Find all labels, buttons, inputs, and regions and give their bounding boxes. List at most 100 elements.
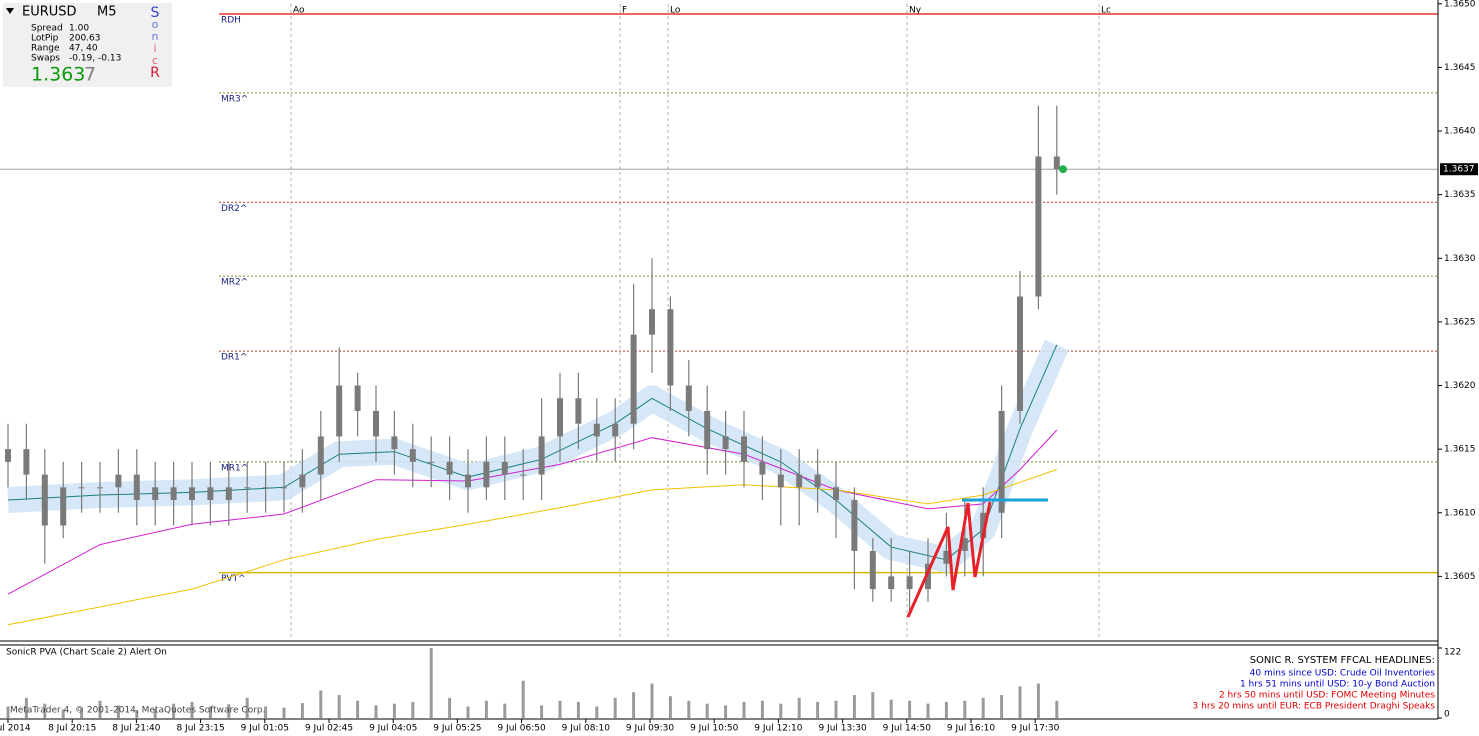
volume-bar: [153, 708, 157, 718]
volume-bar: [724, 705, 728, 718]
candle-body: [667, 309, 674, 386]
volume-bar: [172, 703, 176, 718]
candle-body: [888, 576, 895, 590]
info-value: -0.19, -0.13: [69, 54, 121, 64]
volume-bar: [356, 700, 360, 718]
volume-bar: [687, 700, 691, 718]
info-value: 200.63: [69, 34, 101, 44]
volume-bar: [135, 709, 139, 718]
candle-body: [60, 487, 67, 526]
level-label: DR1^: [221, 353, 247, 363]
volume-bar: [374, 705, 378, 718]
candle-body: [97, 487, 103, 489]
volume-bar: [595, 706, 599, 718]
info-rows: Spread 1.00 LotPip 200.63 Range 47, 40 Swaps -0…: [31, 5, 160, 81]
candle-body: [1035, 156, 1042, 297]
volume-bar: [558, 700, 562, 718]
x-tick-label: 9 Jul 05:25: [433, 724, 481, 734]
volume-bar: [264, 706, 268, 718]
volume-bar: [319, 690, 323, 718]
candle-body: [741, 436, 747, 462]
candle-body: [170, 487, 177, 501]
x-tick-label: 8 Jul 23:15: [176, 724, 224, 734]
candle-body: [612, 423, 619, 437]
session-label: F: [622, 6, 627, 16]
volume-bar: [227, 704, 231, 718]
zigzag-drawing: [906, 501, 992, 618]
current-price-box: [1440, 163, 1478, 176]
y-tick-label: 1.3605: [1444, 572, 1476, 582]
volume-bar: [282, 707, 286, 718]
session-label: Ao: [293, 6, 305, 16]
info-value: 1.00: [69, 24, 89, 34]
volume-bar: [705, 703, 709, 718]
candle-body: [777, 474, 784, 488]
candle-body: [685, 385, 692, 411]
candle-body: [336, 385, 343, 437]
headline: 40 mins since USD: Crude Oil Inventories: [1250, 669, 1436, 679]
candle-body: [704, 410, 711, 450]
level-label: DR2^: [221, 204, 247, 214]
candle-body: [262, 487, 269, 489]
y-tick-label: 1.3610: [1444, 508, 1476, 518]
volume-bar: [337, 695, 341, 718]
y-tick-label: 1.3615: [1444, 445, 1476, 455]
volume-bar: [6, 706, 10, 718]
candle-body: [317, 436, 324, 475]
candle-body: [906, 576, 913, 590]
volume-tick-label: 0: [1444, 710, 1450, 720]
collapse-icon[interactable]: [6, 8, 14, 14]
candle-body: [649, 309, 655, 335]
level-label: PVT^: [221, 574, 246, 584]
candle-body: [1017, 296, 1023, 411]
volume-bar: [944, 701, 948, 718]
volume-bar: [852, 695, 856, 718]
volume-bar: [61, 709, 65, 718]
timeframe: M5: [97, 5, 117, 20]
x-tick-label: 9 Jul 08:10: [562, 724, 611, 734]
candle-body: [630, 334, 637, 424]
brand-letter: c: [152, 54, 158, 67]
volume-bar: [779, 703, 783, 718]
main-layer: [5, 105, 1067, 718]
x-tick-label: 8 Jul 21:40: [112, 724, 161, 734]
volume-bar: [448, 697, 452, 718]
candle-body: [41, 474, 48, 526]
volume-bar: [632, 692, 636, 718]
candle-body: [244, 487, 251, 489]
candle-body: [851, 500, 858, 551]
candle-body: [299, 474, 306, 488]
candle-body: [814, 474, 821, 488]
candle-body: [281, 487, 287, 489]
volume-bar: [871, 692, 875, 718]
copyright: MetaTrader 4, © 2001-2014, MetaQuotes So…: [10, 706, 266, 716]
current-price-dot: [1059, 165, 1067, 174]
y-tick-label: 1.3635: [1444, 190, 1476, 200]
volume-bar: [760, 700, 764, 718]
volume-bar: [24, 697, 28, 718]
session-label: Ny: [909, 6, 922, 16]
volume-bar: [411, 701, 415, 718]
volume-bar: [834, 700, 838, 718]
candle-body: [483, 461, 490, 488]
candle-body: [354, 385, 361, 411]
headlines-title: SONIC R. SYSTEM FFCAL HEADLINES:: [1250, 655, 1435, 666]
candle-body: [759, 461, 766, 475]
candle-body: [465, 474, 471, 488]
candle-body: [373, 410, 379, 437]
volume-bar: [926, 703, 930, 718]
headline: 2 hrs 50 mins until USD: FOMC Meeting Mi…: [1219, 691, 1435, 701]
candle-body: [207, 487, 214, 501]
volume-bar: [908, 700, 912, 718]
x-tick-label: 9 Jul 10:50: [690, 724, 739, 734]
brand-letter: S: [151, 5, 160, 21]
candle-body: [23, 449, 30, 475]
session-label: Lo: [670, 6, 681, 16]
x-tick-label: 9 Jul 04:05: [369, 724, 417, 734]
candle-body: [961, 538, 968, 551]
candle-body: [409, 449, 416, 462]
y-tick-label: 1.3630: [1444, 254, 1476, 264]
volume-bar: [668, 696, 672, 718]
candle-body: [538, 436, 545, 475]
